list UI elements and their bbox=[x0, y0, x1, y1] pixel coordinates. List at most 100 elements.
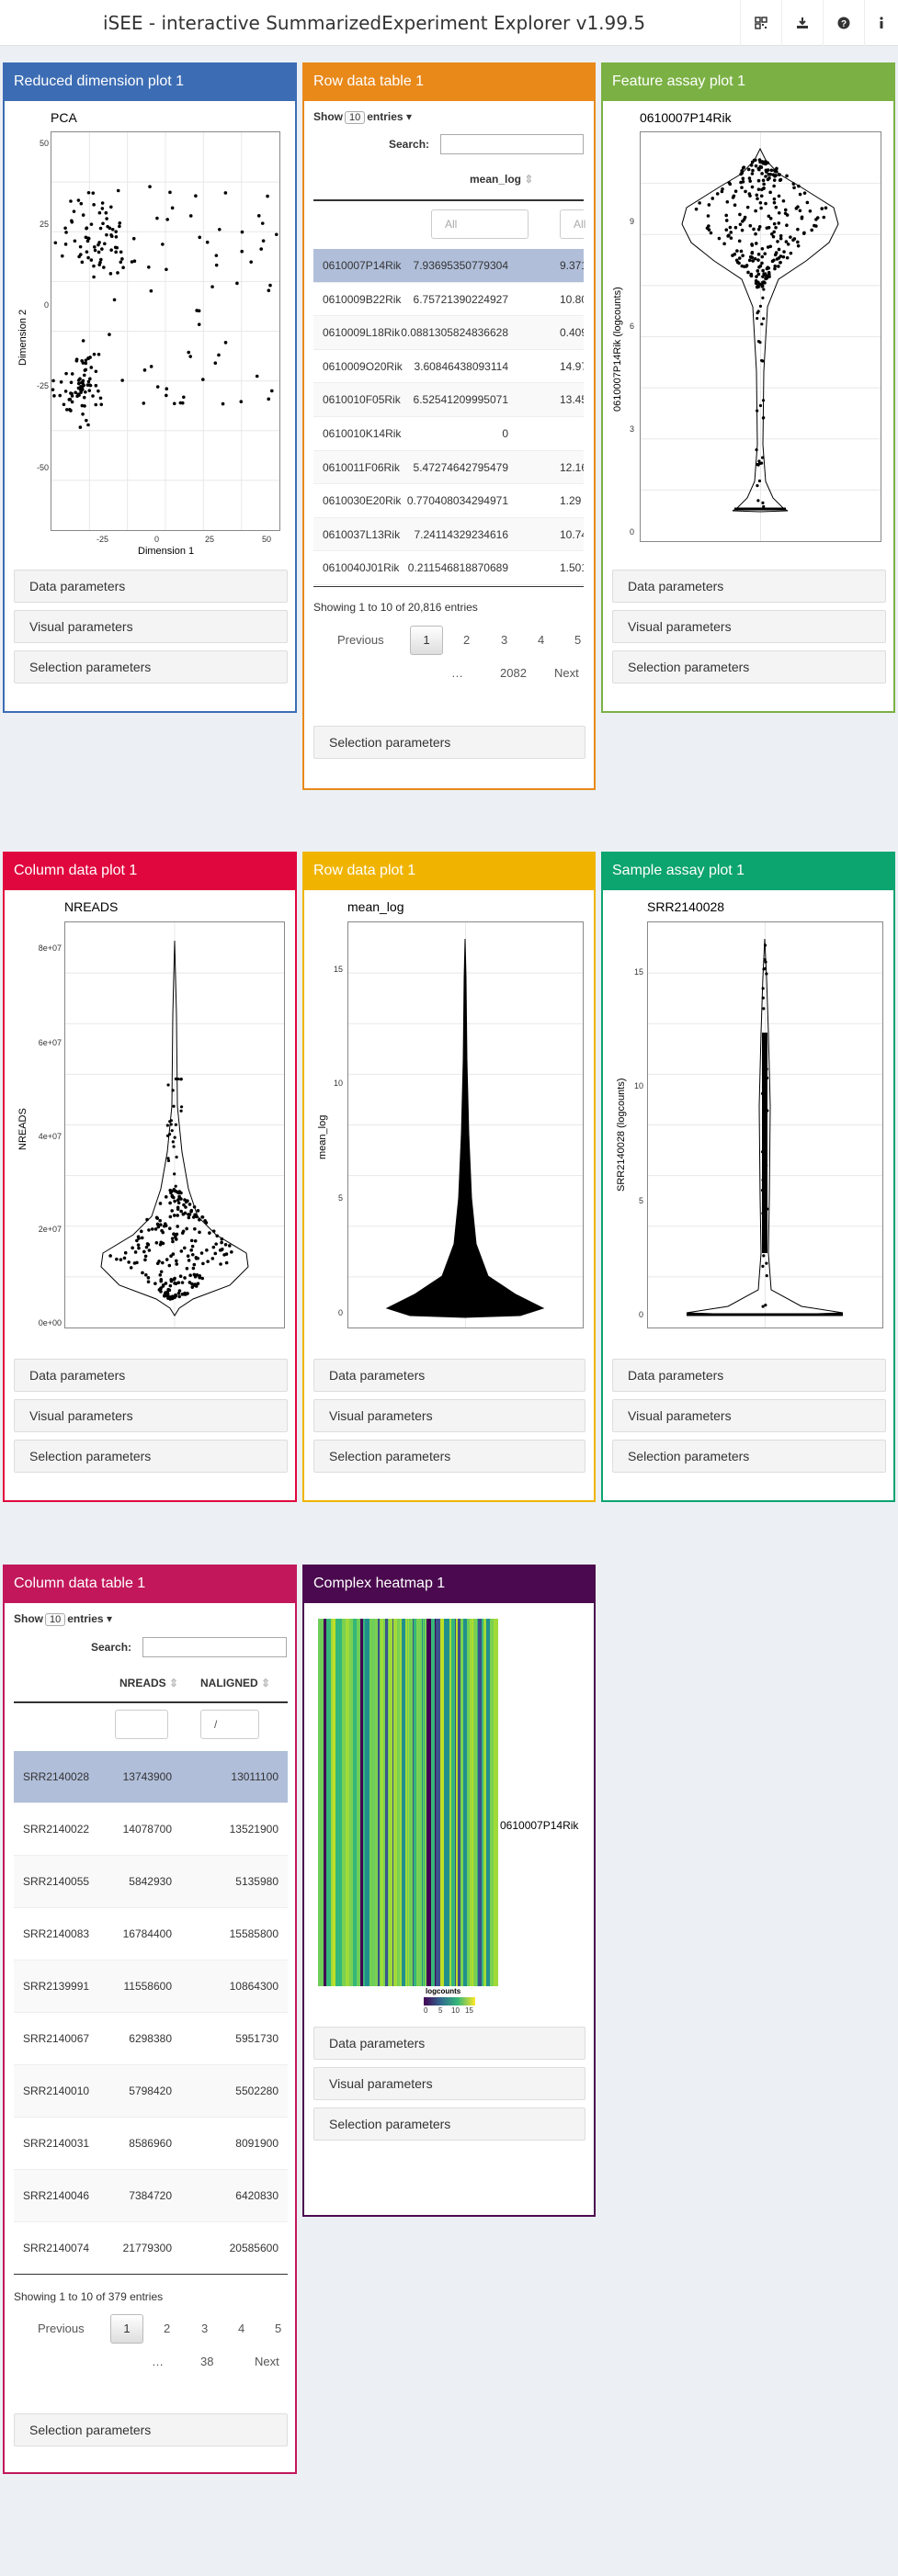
table-row[interactable]: SRR2140010 5798420 5502280 bbox=[14, 2065, 288, 2118]
heatmap-cell bbox=[363, 1619, 365, 1986]
selection-parameters-button[interactable]: Selection parameters bbox=[612, 1440, 886, 1473]
data-parameters-button[interactable]: Data parameters bbox=[14, 570, 288, 603]
page-button[interactable]: 5 bbox=[574, 633, 582, 647]
data-point bbox=[776, 240, 779, 243]
mean-log-filter[interactable]: All bbox=[431, 209, 529, 239]
data-parameters-button[interactable]: Data parameters bbox=[612, 570, 886, 603]
search-input[interactable] bbox=[142, 1637, 287, 1657]
visual-parameters-button[interactable]: Visual parameters bbox=[612, 610, 886, 643]
next-column-filter[interactable]: All bbox=[560, 209, 585, 239]
plot-title: PCA bbox=[51, 110, 77, 125]
selection-parameters-button[interactable]: Selection parameters bbox=[14, 2413, 288, 2446]
table-row[interactable]: 0610037L13Rik 7.24114329234616 10.74 bbox=[313, 517, 584, 552]
data-point bbox=[108, 272, 113, 276]
table-row[interactable]: 0610009B22Rik 6.75721390224927 10.80 bbox=[313, 282, 584, 317]
table-row[interactable]: SRR2140031 8586960 8091900 bbox=[14, 2118, 288, 2170]
page-button[interactable]: 4 bbox=[538, 633, 545, 647]
selection-parameters-button[interactable]: Selection parameters bbox=[14, 650, 288, 684]
data-point bbox=[782, 250, 786, 254]
table-row[interactable]: 0610040J01Rik 0.211546818870689 1.501 bbox=[313, 551, 584, 585]
table-row[interactable]: 0610011F06Rik 5.47274642795479 12.16 bbox=[313, 450, 584, 485]
data-point bbox=[822, 215, 826, 220]
entries-select[interactable]: 10 bbox=[45, 1613, 66, 1626]
column-header-naligned[interactable]: NALIGNED ⇕ bbox=[200, 1677, 271, 1689]
page-button[interactable]: 2082 bbox=[500, 666, 527, 680]
data-point bbox=[720, 189, 724, 194]
page-button[interactable]: 1 bbox=[410, 626, 443, 655]
page-button[interactable]: 2 bbox=[164, 2322, 171, 2335]
y-axis-label: Dimension 2 bbox=[17, 309, 28, 366]
table-row[interactable]: SRR2140055 5842930 5135980 bbox=[14, 1856, 288, 1908]
heatmap-canvas[interactable] bbox=[318, 1619, 498, 1986]
visual-parameters-button[interactable]: Visual parameters bbox=[612, 1399, 886, 1432]
page-button[interactable]: 5 bbox=[275, 2322, 282, 2335]
data-point bbox=[97, 250, 101, 254]
table-row[interactable]: SRR2140028 13743900 13011100 bbox=[14, 1751, 288, 1803]
data-point bbox=[175, 1155, 178, 1159]
column-header-nreads[interactable]: NREADS ⇕ bbox=[119, 1677, 179, 1689]
page-next[interactable]: Next bbox=[554, 666, 579, 680]
page-button[interactable]: 38 bbox=[200, 2355, 214, 2368]
table-row[interactable]: SRR2140083 16784400 15585800 bbox=[14, 1908, 288, 1960]
info-icon[interactable] bbox=[864, 0, 898, 46]
selection-parameters-button[interactable]: Selection parameters bbox=[313, 726, 585, 759]
selection-parameters-button[interactable]: Selection parameters bbox=[313, 1440, 585, 1473]
data-parameters-button[interactable]: Data parameters bbox=[313, 2027, 585, 2060]
heatmap-cell bbox=[431, 1619, 435, 1986]
feature-assay-plot[interactable] bbox=[640, 131, 881, 542]
table-row[interactable]: 0610007P14Rik 7.93695350779304 9.371 bbox=[313, 249, 584, 283]
selection-parameters-button[interactable]: Selection parameters bbox=[313, 2107, 585, 2141]
page-next[interactable]: Next bbox=[255, 2355, 279, 2368]
selection-parameters-button[interactable]: Selection parameters bbox=[14, 1440, 288, 1473]
table-row[interactable]: SRR2140022 14078700 13521900 bbox=[14, 1803, 288, 1856]
page-button[interactable]: 1 bbox=[110, 2314, 143, 2344]
selection-parameters-button[interactable]: Selection parameters bbox=[612, 650, 886, 684]
table-row[interactable]: 0610009O20Rik 3.60846438093114 14.97 bbox=[313, 349, 584, 384]
qrcode-icon[interactable] bbox=[740, 0, 781, 46]
data-point bbox=[721, 186, 724, 191]
page-button[interactable]: 2 bbox=[463, 633, 471, 647]
table-row[interactable]: SRR2140067 6298380 5951730 bbox=[14, 2013, 288, 2065]
column-data-plot[interactable] bbox=[64, 921, 285, 1328]
table-row[interactable]: 0610010K14Rik 0 bbox=[313, 417, 584, 451]
page-button[interactable]: 3 bbox=[501, 633, 508, 647]
data-point bbox=[108, 1254, 112, 1258]
page-previous[interactable]: Previous bbox=[38, 2322, 85, 2335]
data-point bbox=[200, 1215, 204, 1219]
reduced-dimension-panel: Reduced dimension plot 1 PCA 50 25 0 -25… bbox=[3, 62, 376, 713]
sample-assay-plot[interactable] bbox=[647, 921, 883, 1328]
heatmap-cell bbox=[405, 1619, 406, 1986]
visual-parameters-button[interactable]: Visual parameters bbox=[313, 1399, 585, 1432]
download-icon[interactable] bbox=[781, 0, 823, 46]
column-header-mean-log[interactable]: mean_log ⇕ bbox=[470, 173, 534, 186]
entries-select[interactable]: 10 bbox=[345, 111, 366, 124]
data-point bbox=[786, 243, 790, 246]
page-previous[interactable]: Previous bbox=[337, 633, 384, 647]
table-row[interactable]: SRR2139991 11558600 10864300 bbox=[14, 1960, 288, 2013]
visual-parameters-button[interactable]: Visual parameters bbox=[14, 1399, 288, 1432]
data-parameters-button[interactable]: Data parameters bbox=[313, 1359, 585, 1392]
visual-parameters-button[interactable]: Visual parameters bbox=[14, 610, 288, 643]
data-parameters-button[interactable]: Data parameters bbox=[612, 1359, 886, 1392]
data-point bbox=[65, 408, 69, 412]
page-button[interactable]: 4 bbox=[238, 2322, 245, 2335]
data-point bbox=[766, 1207, 769, 1211]
row-data-plot[interactable] bbox=[347, 921, 584, 1328]
data-point bbox=[215, 1234, 220, 1238]
data-point bbox=[769, 168, 774, 173]
data-parameters-button[interactable]: Data parameters bbox=[14, 1359, 288, 1392]
table-row[interactable]: SRR2140074 21779300 20585600 bbox=[14, 2222, 288, 2275]
heatmap-cell bbox=[490, 1619, 494, 1986]
data-point bbox=[785, 255, 790, 260]
question-icon[interactable]: ? bbox=[823, 0, 864, 46]
page-button[interactable]: 3 bbox=[201, 2322, 209, 2335]
search-input[interactable] bbox=[440, 134, 584, 154]
naligned-filter[interactable]: / bbox=[200, 1710, 259, 1739]
reduced-dim-plot[interactable] bbox=[51, 131, 376, 531]
table-row[interactable]: SRR2140046 7384720 6420830 bbox=[14, 2170, 288, 2222]
table-row[interactable]: 0610010F05Rik 6.52541209995071 13.45 bbox=[313, 383, 584, 417]
visual-parameters-button[interactable]: Visual parameters bbox=[313, 2067, 585, 2100]
nreads-filter[interactable] bbox=[115, 1710, 168, 1739]
table-row[interactable]: 0610030E20Rik 0.770408034294971 1.29 bbox=[313, 484, 584, 518]
